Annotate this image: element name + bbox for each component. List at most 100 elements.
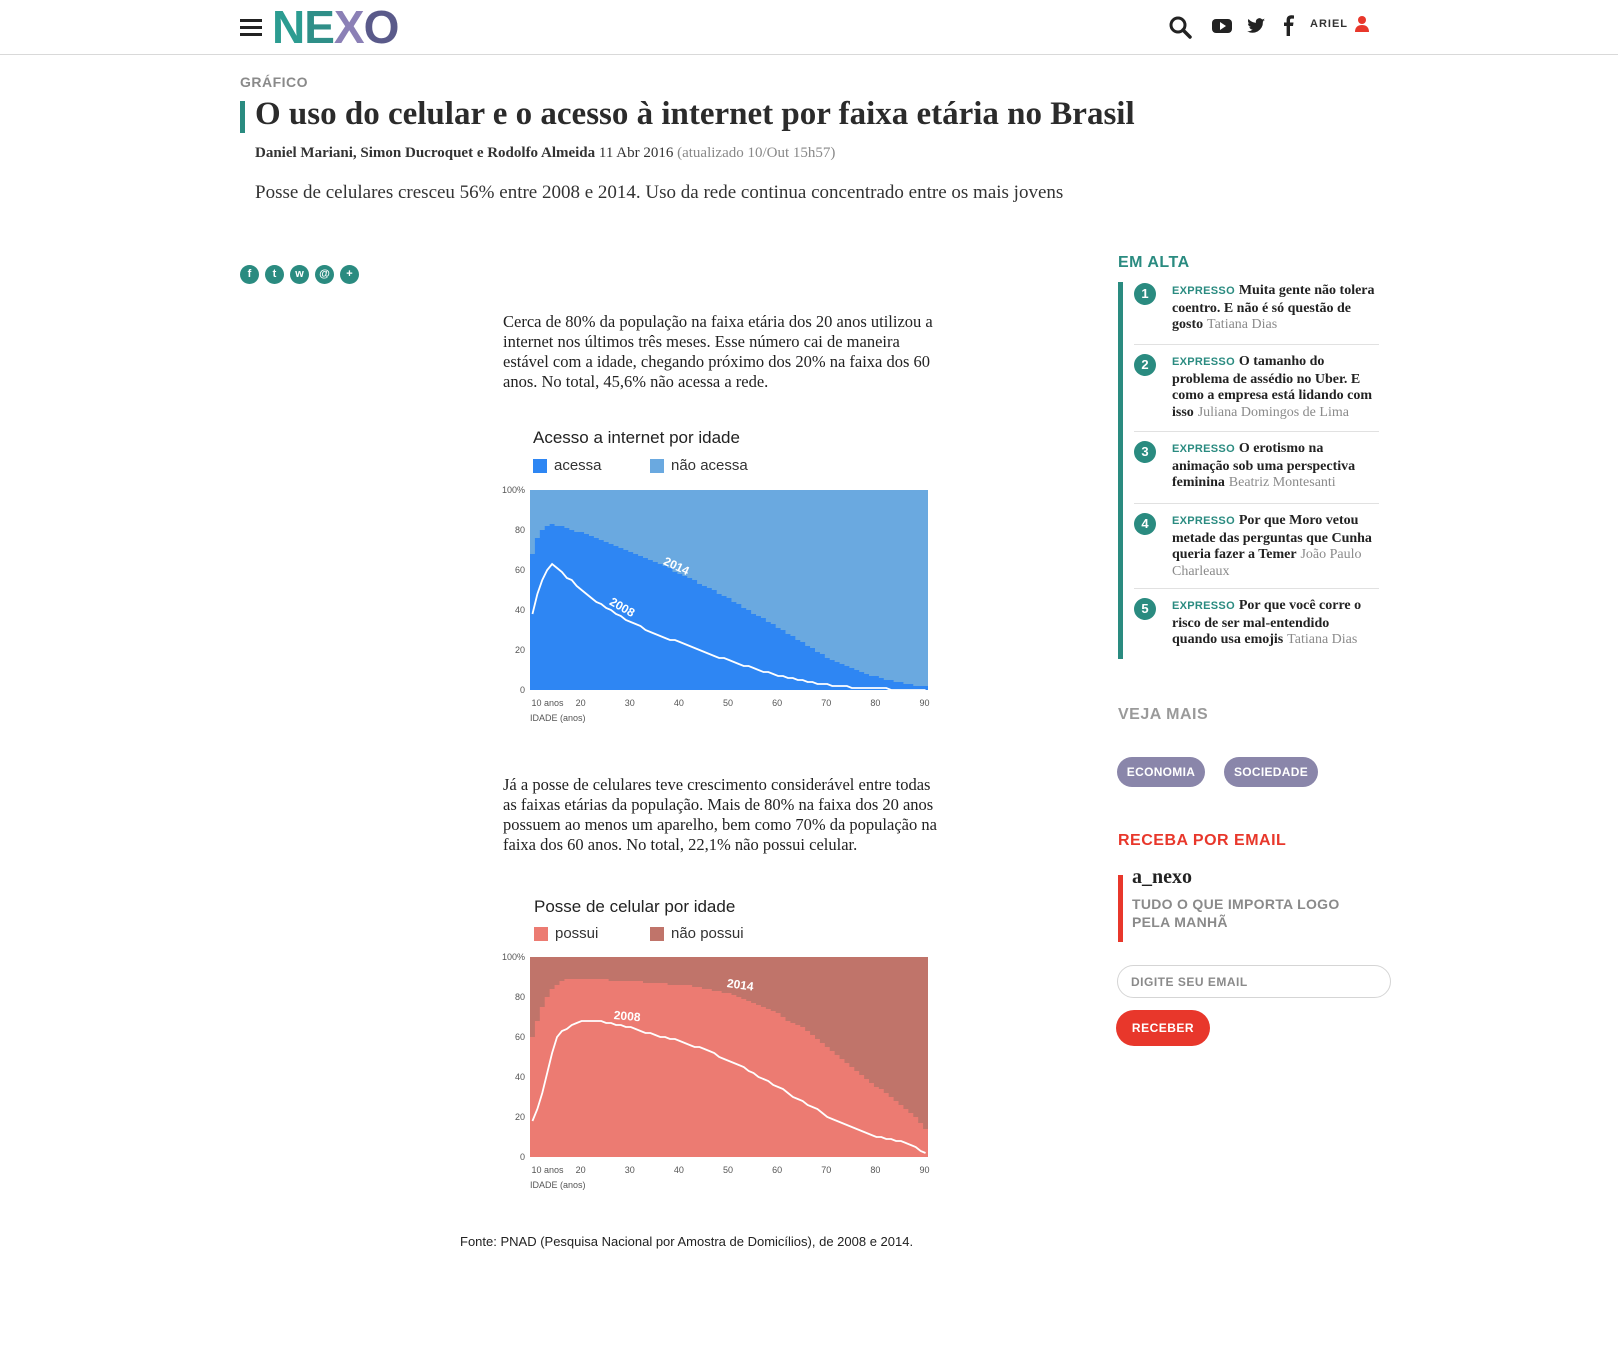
email-input[interactable] <box>1117 965 1391 998</box>
article-kicker: GRÁFICO <box>240 74 309 90</box>
x-tick-label: 90 <box>920 698 930 708</box>
trending-rank: 2 <box>1134 354 1156 376</box>
whatsapp-share-icon[interactable]: w <box>290 265 309 284</box>
chart2-title: Posse de celular por idade <box>534 897 736 916</box>
search-icon[interactable] <box>1168 15 1194 41</box>
trending-headline[interactable]: O erotismo na animação sob uma perspecti… <box>1172 441 1356 490</box>
trending-divider <box>1134 503 1379 504</box>
x-tick-label: 60 <box>772 1165 782 1175</box>
x-tick-label: 60 <box>772 698 782 708</box>
x-tick-label: 10 anos <box>531 1165 564 1175</box>
legend-swatch <box>534 926 548 941</box>
byline: Daniel Mariani, Simon Ducroquet e Rodolf… <box>255 145 835 162</box>
x-tick-label: 50 <box>723 698 733 708</box>
x-tick-label: 40 <box>674 698 684 708</box>
title-accent-bar <box>240 101 245 133</box>
x-tick-label: 30 <box>625 698 635 708</box>
newsletter-title: RECEBA POR EMAIL <box>1118 832 1287 849</box>
y-tick-label: 0 <box>520 685 525 695</box>
legend-label: não acessa <box>671 457 748 474</box>
y-tick-label: 20 <box>515 645 525 655</box>
trending-title: EM ALTA <box>1118 254 1190 271</box>
plus-share-icon[interactable]: + <box>340 265 359 284</box>
x-tick-label: 80 <box>870 698 880 708</box>
x-tick-label: 20 <box>576 698 586 708</box>
x-tick-label: 40 <box>674 1165 684 1175</box>
x-axis-label: IDADE (anos) <box>530 1180 586 1190</box>
trending-author: Juliana Domingos de Lima <box>1197 404 1349 420</box>
see-more-title: VEJA MAIS <box>1118 706 1209 723</box>
legend-swatch <box>533 458 547 473</box>
twitter-share-icon[interactable]: t <box>265 265 284 284</box>
trending-headline[interactable]: Muita gente não tolera coentro. E não é … <box>1172 283 1375 332</box>
trending-author: Tatiana Dias <box>1207 317 1278 332</box>
series-label-2014: 2014 <box>726 976 755 994</box>
y-tick-label: 100% <box>502 485 525 495</box>
chart2-legend-item-nao-possui: não possui <box>650 925 744 942</box>
updated-date: (atualizado 10/Out 15h57) <box>677 145 836 161</box>
x-tick-label: 70 <box>821 698 831 708</box>
paragraph-mobile: Já a posse de celulares teve crescimento… <box>503 775 937 854</box>
series-label-2008: 2008 <box>613 1008 641 1024</box>
tag-sociedade[interactable]: SOCIEDADE <box>1224 757 1318 787</box>
trending-divider <box>1134 431 1379 432</box>
user-menu[interactable]: ARIEL <box>1310 16 1369 32</box>
trending-author: Tatiana Dias <box>1287 632 1358 647</box>
trending-headline[interactable]: O tamanho do problema de assédio no Uber… <box>1172 354 1372 420</box>
trending-divider <box>1134 344 1379 345</box>
trending-text[interactable]: EXPRESSO O tamanho do problema de assédi… <box>1172 353 1377 420</box>
menu-icon[interactable] <box>240 19 262 37</box>
y-tick-label: 80 <box>515 525 525 535</box>
trending-rank: 1 <box>1134 283 1156 305</box>
trending-author: João Paulo Charleaux <box>1172 547 1362 579</box>
x-tick-label: 50 <box>723 1165 733 1175</box>
trending-text[interactable]: EXPRESSO O erotismo na animação sob uma … <box>1172 440 1377 491</box>
authors[interactable]: Daniel Mariani, Simon Ducroquet e Rodolf… <box>255 145 596 161</box>
trending-headline[interactable]: Por que Moro vetou metade das perguntas … <box>1172 513 1372 562</box>
top-bar: NEXO ARIEL <box>0 0 1618 55</box>
x-tick-label: 30 <box>625 1165 635 1175</box>
legend-label: não possui <box>671 925 744 942</box>
trending-headline[interactable]: Por que você corre o risco de ser mal-en… <box>1172 598 1362 647</box>
user-icon <box>1355 16 1369 32</box>
x-tick-label: 80 <box>870 1165 880 1175</box>
series-2008-line <box>531 562 926 691</box>
trending-accent-bar <box>1118 282 1123 659</box>
trending-section: EXPRESSO <box>1172 356 1235 368</box>
trending-rank: 3 <box>1134 441 1156 463</box>
y-tick-label: 60 <box>515 1032 525 1042</box>
twitter-icon[interactable] <box>1243 13 1269 39</box>
trending-section: EXPRESSO <box>1172 443 1235 455</box>
y-tick-label: 100% <box>502 952 525 962</box>
youtube-icon[interactable] <box>1210 13 1236 39</box>
x-tick-label: 90 <box>920 1165 930 1175</box>
legend-label: possui <box>555 925 599 942</box>
user-name: ARIEL <box>1310 18 1348 30</box>
trending-section: EXPRESSO <box>1172 285 1235 297</box>
series-2014-area <box>530 524 928 690</box>
chart1-title: Acesso a internet por idade <box>533 428 740 447</box>
trending-text[interactable]: EXPRESSO Muita gente não tolera coentro.… <box>1172 282 1377 333</box>
y-tick-label: 60 <box>515 565 525 575</box>
source-note: Fonte: PNAD (Pesquisa Nacional por Amost… <box>460 1234 914 1249</box>
trending-section: EXPRESSO <box>1172 515 1235 527</box>
series-2008-line <box>531 1020 926 1154</box>
trending-text[interactable]: EXPRESSO Por que Moro vetou metade das p… <box>1172 512 1377 579</box>
y-tick-label: 80 <box>515 992 525 1002</box>
article-title: O uso do celular e o acesso à internet p… <box>255 96 1135 132</box>
chart1-legend-item-nao-acessa: não acessa <box>650 457 748 474</box>
facebook-share-icon[interactable]: f <box>240 265 259 284</box>
tag-economia[interactable]: ECONOMIA <box>1117 757 1205 787</box>
y-tick-label: 40 <box>515 1072 525 1082</box>
chart1-legend-item-acessa: acessa <box>533 457 602 474</box>
trending-rank: 4 <box>1134 513 1156 535</box>
facebook-icon[interactable] <box>1276 12 1302 38</box>
subscribe-button[interactable]: RECEBER <box>1116 1010 1210 1046</box>
publish-date: 11 Abr 2016 <box>598 145 674 161</box>
nexo-logo[interactable]: NEXO <box>272 1 399 53</box>
legend-label: acessa <box>554 457 602 474</box>
trending-text[interactable]: EXPRESSO Por que você corre o risco de s… <box>1172 597 1377 648</box>
email-share-icon[interactable]: @ <box>315 265 334 284</box>
newsletter-description: TUDO O QUE IMPORTA LOGO PELA MANHÃ <box>1132 896 1340 930</box>
